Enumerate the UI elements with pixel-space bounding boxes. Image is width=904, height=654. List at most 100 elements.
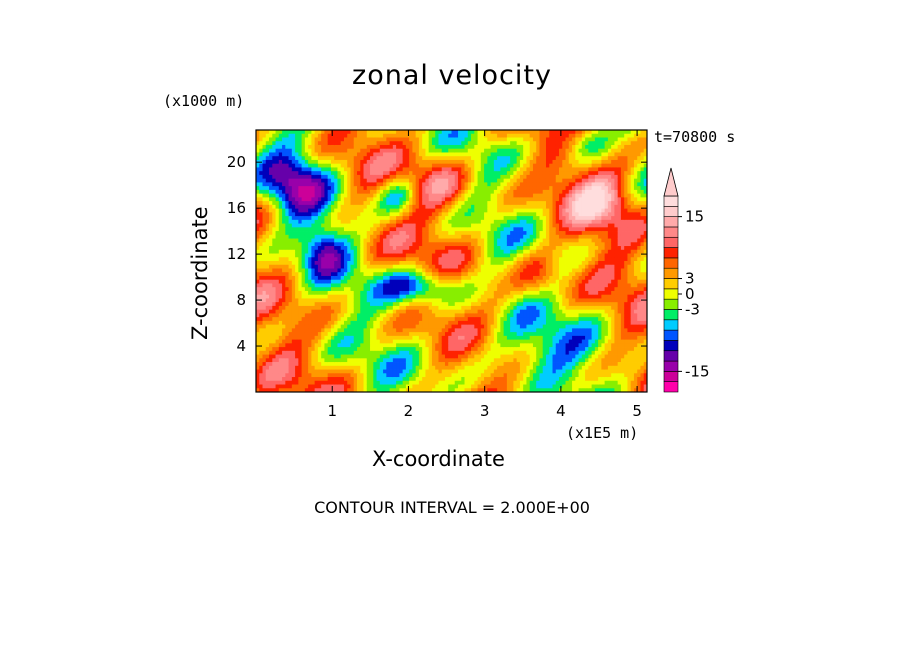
- heatmap-cell: [262, 343, 267, 348]
- heatmap-cell: [474, 332, 478, 337]
- heatmap-cell: [256, 253, 260, 258]
- heatmap-cell: [396, 212, 400, 217]
- heatmap-cell: [327, 298, 332, 303]
- heatmap-cell: [353, 365, 358, 370]
- heatmap-cell: [301, 384, 306, 389]
- heatmap-cell: [288, 335, 293, 340]
- heatmap-cell: [464, 261, 469, 266]
- heatmap-cell: [357, 369, 361, 374]
- heatmap-cell: [340, 249, 345, 254]
- heatmap-cell: [402, 189, 407, 195]
- heatmap-cell: [304, 182, 309, 187]
- heatmap-cell: [471, 305, 475, 311]
- heatmap-cell: [366, 246, 371, 251]
- heatmap-cell: [265, 137, 270, 142]
- heatmap-cell: [311, 163, 316, 168]
- heatmap-cell: [399, 354, 404, 359]
- heatmap-cell: [370, 388, 374, 393]
- heatmap-cell: [467, 350, 472, 355]
- heatmap-cell: [304, 257, 309, 262]
- heatmap-cell: [428, 365, 433, 370]
- heatmap-cell: [301, 347, 306, 352]
- heatmap-cell: [484, 159, 488, 165]
- heatmap-cell: [458, 332, 462, 337]
- heatmap-cell: [464, 253, 469, 258]
- heatmap-cell: [422, 208, 426, 213]
- heatmap-cell: [353, 373, 358, 378]
- heatmap-cell: [484, 264, 488, 269]
- heatmap-cell: [418, 231, 423, 236]
- heatmap-cell: [389, 290, 394, 296]
- heatmap-cell: [454, 238, 459, 243]
- heatmap-cell: [308, 335, 312, 340]
- heatmap-cell: [441, 130, 446, 135]
- heatmap-cell: [311, 347, 316, 352]
- heatmap-cell: [291, 246, 296, 251]
- heatmap-cell: [431, 201, 436, 206]
- heatmap-cell: [282, 231, 286, 236]
- heatmap-cell: [327, 193, 332, 198]
- heatmap-cell: [425, 377, 430, 382]
- heatmap-cell: [464, 320, 469, 326]
- heatmap-cell: [464, 354, 469, 359]
- heatmap-cell: [461, 193, 465, 198]
- heatmap-cell: [285, 189, 289, 195]
- heatmap-cell: [373, 294, 377, 299]
- heatmap-cell: [383, 204, 387, 209]
- heatmap-cell: [353, 137, 358, 142]
- heatmap-cell: [269, 242, 273, 247]
- heatmap-cell: [272, 231, 276, 236]
- heatmap-cell: [444, 223, 449, 228]
- heatmap-cell: [418, 268, 423, 273]
- heatmap-cell: [366, 380, 371, 385]
- heatmap-cell: [321, 332, 325, 337]
- heatmap-cell: [334, 275, 338, 281]
- heatmap-cell: [458, 212, 462, 217]
- heatmap-cell: [415, 388, 420, 393]
- heatmap-cell: [340, 275, 345, 281]
- heatmap-cell: [383, 287, 387, 292]
- heatmap-cell: [285, 216, 289, 221]
- heatmap-cell: [392, 212, 397, 217]
- heatmap-cell: [448, 324, 452, 329]
- heatmap-cell: [396, 242, 400, 247]
- heatmap-cell: [383, 294, 387, 299]
- heatmap-cell: [373, 388, 377, 393]
- heatmap-cell: [461, 257, 465, 262]
- heatmap-cell: [402, 234, 407, 239]
- heatmap-cell: [304, 358, 309, 363]
- heatmap-cell: [451, 328, 456, 333]
- heatmap-cell: [412, 167, 417, 172]
- heatmap-cell: [275, 283, 280, 288]
- heatmap-cell: [340, 309, 345, 314]
- heatmap-cell: [317, 141, 322, 146]
- heatmap-cell: [451, 141, 456, 146]
- heatmap-cell: [448, 377, 452, 382]
- heatmap-cell: [409, 231, 413, 236]
- heatmap-cell: [471, 133, 475, 138]
- heatmap-cell: [357, 167, 361, 172]
- heatmap-cell: [370, 193, 374, 198]
- heatmap-cell: [360, 148, 364, 153]
- heatmap-cell: [464, 219, 469, 224]
- heatmap-cell: [412, 305, 417, 311]
- heatmap-cell: [441, 309, 446, 314]
- heatmap-cell: [487, 178, 491, 183]
- heatmap-cell: [474, 231, 478, 236]
- heatmap-cell: [304, 159, 309, 165]
- heatmap-cell: [396, 238, 400, 243]
- heatmap-cell: [383, 156, 387, 161]
- heatmap-cell: [324, 148, 329, 153]
- heatmap-cell: [360, 144, 364, 150]
- heatmap-cell: [389, 137, 394, 142]
- heatmap-cell: [308, 242, 312, 247]
- heatmap-cell: [366, 324, 371, 329]
- heatmap-cell: [262, 204, 267, 209]
- heatmap-cell: [412, 182, 417, 187]
- heatmap-cell: [471, 377, 475, 382]
- heatmap-cell: [464, 167, 469, 172]
- heatmap-cell: [360, 182, 364, 187]
- heatmap-cell: [431, 380, 436, 385]
- heatmap-cell: [308, 287, 312, 292]
- heatmap-cell: [304, 309, 309, 314]
